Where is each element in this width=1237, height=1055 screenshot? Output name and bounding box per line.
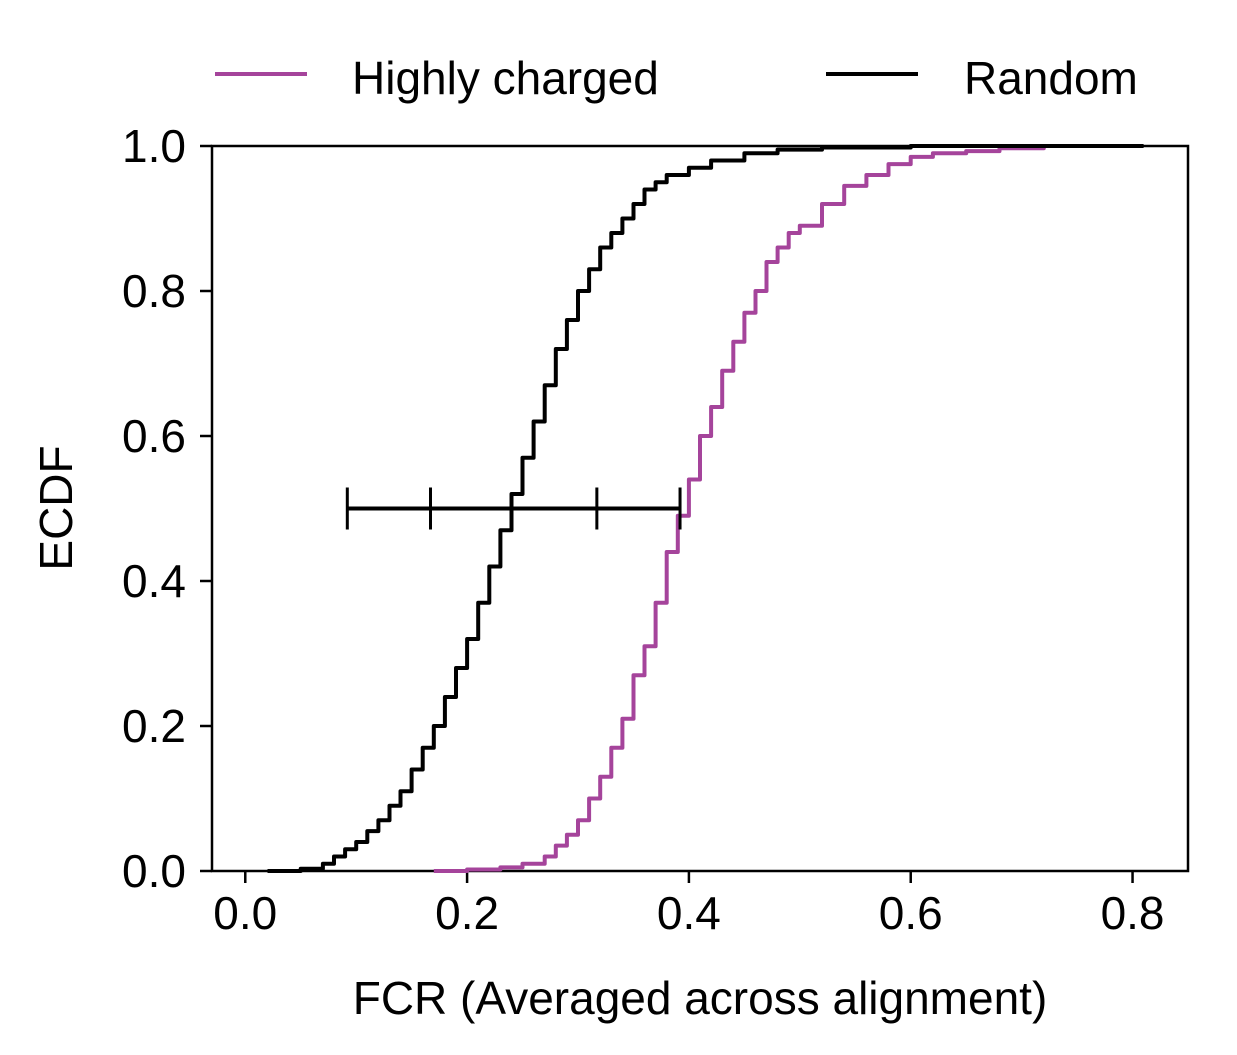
- y-axis-label: ECDF: [30, 445, 82, 570]
- series-line-random: [267, 144, 1144, 873]
- y-tick-label: 0.6: [122, 410, 186, 462]
- x-axis-label: FCR (Averaged across alignment): [353, 972, 1048, 1024]
- legend-label-random: Random: [964, 52, 1138, 104]
- x-tick-label: 0.6: [879, 887, 943, 939]
- y-tick-label: 0.8: [122, 265, 186, 317]
- plot-frame: [210, 144, 1190, 873]
- legend-label-highly-charged: Highly charged: [352, 52, 659, 104]
- y-tick-label: 0.4: [122, 555, 186, 607]
- series-line-highly-charged: [433, 146, 1046, 873]
- y-axis: 0.0 0.2 0.4 0.6 0.8 1.0: [122, 120, 212, 897]
- x-tick-label: 0.2: [435, 887, 499, 939]
- x-tick-label: 0.8: [1101, 887, 1165, 939]
- y-tick-label: 0.2: [122, 700, 186, 752]
- series-group: [267, 144, 1144, 873]
- y-tick-label: 0.0: [122, 845, 186, 897]
- y-tick-label: 1.0: [122, 120, 186, 172]
- x-tick-label: 0.4: [657, 887, 721, 939]
- legend: Highly charged Random: [215, 52, 1138, 104]
- x-tick-label: 0.0: [213, 887, 277, 939]
- annotation-group: [345, 487, 682, 530]
- x-axis: 0.0 0.2 0.4 0.6 0.8: [213, 871, 1165, 939]
